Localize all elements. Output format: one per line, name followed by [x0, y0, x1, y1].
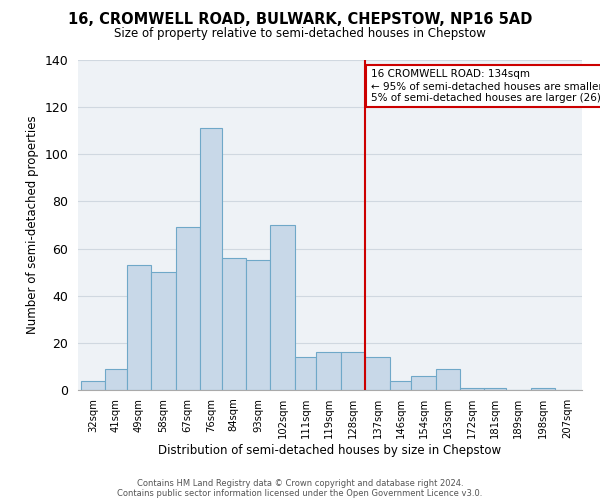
Bar [81, 380, 105, 390]
Bar [176, 228, 200, 390]
Bar [221, 258, 246, 390]
Text: Size of property relative to semi-detached houses in Chepstow: Size of property relative to semi-detach… [114, 28, 486, 40]
Text: Contains HM Land Registry data © Crown copyright and database right 2024.: Contains HM Land Registry data © Crown c… [137, 478, 463, 488]
Bar [271, 225, 295, 390]
Bar [127, 265, 151, 390]
Bar [316, 352, 341, 390]
Bar [530, 388, 555, 390]
Bar [105, 369, 127, 390]
X-axis label: Distribution of semi-detached houses by size in Chepstow: Distribution of semi-detached houses by … [158, 444, 502, 456]
Y-axis label: Number of semi-detached properties: Number of semi-detached properties [26, 116, 39, 334]
Bar [295, 357, 316, 390]
Bar [246, 260, 271, 390]
Text: Contains public sector information licensed under the Open Government Licence v3: Contains public sector information licen… [118, 488, 482, 498]
Bar [484, 388, 506, 390]
Bar [365, 357, 389, 390]
Bar [200, 128, 221, 390]
Bar [389, 380, 411, 390]
Bar [411, 376, 436, 390]
Text: 16 CROMWELL ROAD: 134sqm
← 95% of semi-detached houses are smaller (509)
5% of s: 16 CROMWELL ROAD: 134sqm ← 95% of semi-d… [371, 70, 600, 102]
Bar [460, 388, 484, 390]
Bar [436, 369, 460, 390]
Bar [341, 352, 365, 390]
Text: 16, CROMWELL ROAD, BULWARK, CHEPSTOW, NP16 5AD: 16, CROMWELL ROAD, BULWARK, CHEPSTOW, NP… [68, 12, 532, 28]
Bar [151, 272, 176, 390]
